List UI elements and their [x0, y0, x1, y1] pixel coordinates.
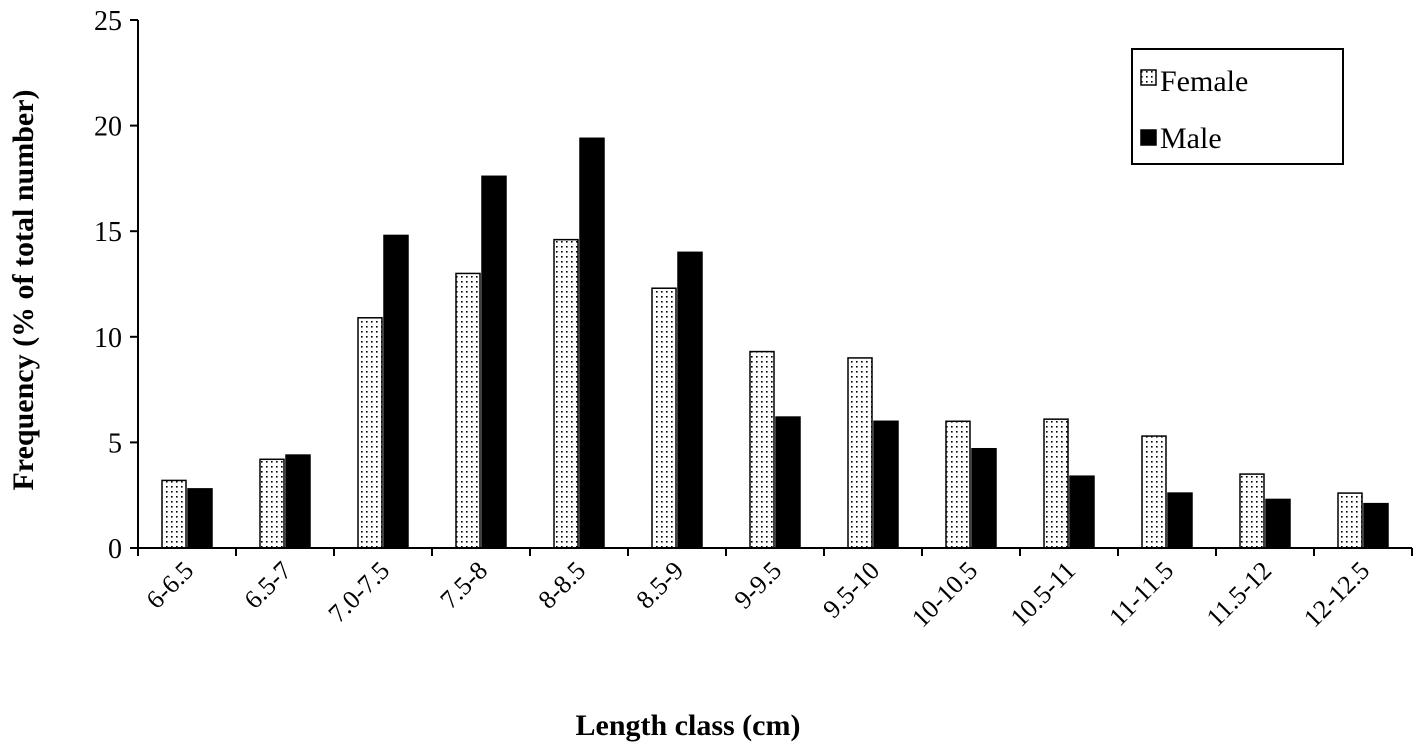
bar-male-10.5-11: [1069, 475, 1095, 549]
x-tick-label: 9.5-10: [817, 556, 885, 624]
y-tick-label: 5: [108, 428, 122, 459]
legend-swatch-male: [1140, 129, 1157, 146]
x-tick-label: 7.0-7.5: [323, 556, 396, 629]
x-tick-label: 8-8.5: [532, 556, 591, 615]
bar-male-6-6.5: [187, 488, 213, 549]
x-tick-label: 9-9.5: [728, 556, 787, 615]
y-axis-title: Frequency (% of total number): [7, 89, 40, 490]
bars-group: [161, 137, 1389, 549]
bar-female-10-10.5: [945, 420, 971, 549]
bar-female-11-11.5: [1141, 435, 1167, 549]
x-tick-label: 8.5-9: [630, 556, 689, 615]
bar-female-7.0-7.5: [357, 317, 383, 549]
legend-label-male: Male: [1160, 122, 1222, 155]
bar-male-11-11.5: [1167, 492, 1193, 549]
bar-male-7.5-8: [481, 175, 507, 549]
bar-female-9.5-10: [847, 357, 873, 549]
bar-male-11.5-12: [1265, 498, 1291, 549]
x-tick-label: 10.5-11: [1005, 556, 1082, 633]
bar-female-8-8.5: [553, 238, 579, 549]
legend-label-female: Female: [1160, 65, 1248, 98]
bar-female-12-12.5: [1337, 492, 1363, 549]
y-ticks-group: 0 5 10 15 20 25: [94, 6, 138, 565]
bar-male-9.5-10: [873, 420, 899, 549]
bar-female-9-9.5: [749, 350, 775, 549]
bar-male-8.5-9: [677, 251, 703, 549]
bar-female-10.5-11: [1043, 418, 1069, 549]
bar-male-6.5-7: [285, 454, 311, 549]
bar-male-7.0-7.5: [383, 234, 409, 549]
axes-group: [137, 20, 1413, 556]
bar-female-6.5-7: [259, 458, 285, 549]
bar-male-12-12.5: [1363, 502, 1389, 549]
legend: Female Male: [1131, 48, 1344, 165]
x-tick-label: 6-6.5: [140, 556, 199, 615]
y-tick-label: 10: [94, 323, 122, 354]
x-tick-label: 7.5-8: [434, 556, 493, 615]
bar-male-10-10.5: [971, 447, 997, 549]
bar-female-6-6.5: [161, 479, 187, 549]
x-tick-label: 11-11.5: [1103, 556, 1179, 632]
bar-female-11.5-12: [1239, 473, 1265, 549]
x-tick-label: 11.5-12: [1201, 556, 1278, 633]
bar-female-8.5-9: [651, 287, 677, 549]
y-tick-label: 25: [94, 6, 122, 37]
legend-box: [1131, 48, 1344, 165]
bar-male-8-8.5: [579, 137, 605, 549]
bar-male-9-9.5: [775, 416, 801, 549]
x-tick-labels-group: 6-6.5 6.5-7 7.0-7.5 7.5-8 8-8.5 8.5-9 9-9.5 9.5…: [140, 556, 1375, 633]
y-tick-label: 0: [108, 534, 122, 565]
x-axis-title: Length class (cm): [576, 709, 801, 742]
x-tick-label: 6.5-7: [238, 556, 297, 615]
x-tick-label: 12-12.5: [1298, 556, 1375, 633]
y-tick-label: 20: [94, 112, 122, 143]
legend-swatch-female: [1140, 69, 1157, 86]
x-tick-label: 10-10.5: [906, 556, 983, 633]
y-tick-label: 15: [94, 217, 122, 248]
bar-female-7.5-8: [455, 272, 481, 549]
